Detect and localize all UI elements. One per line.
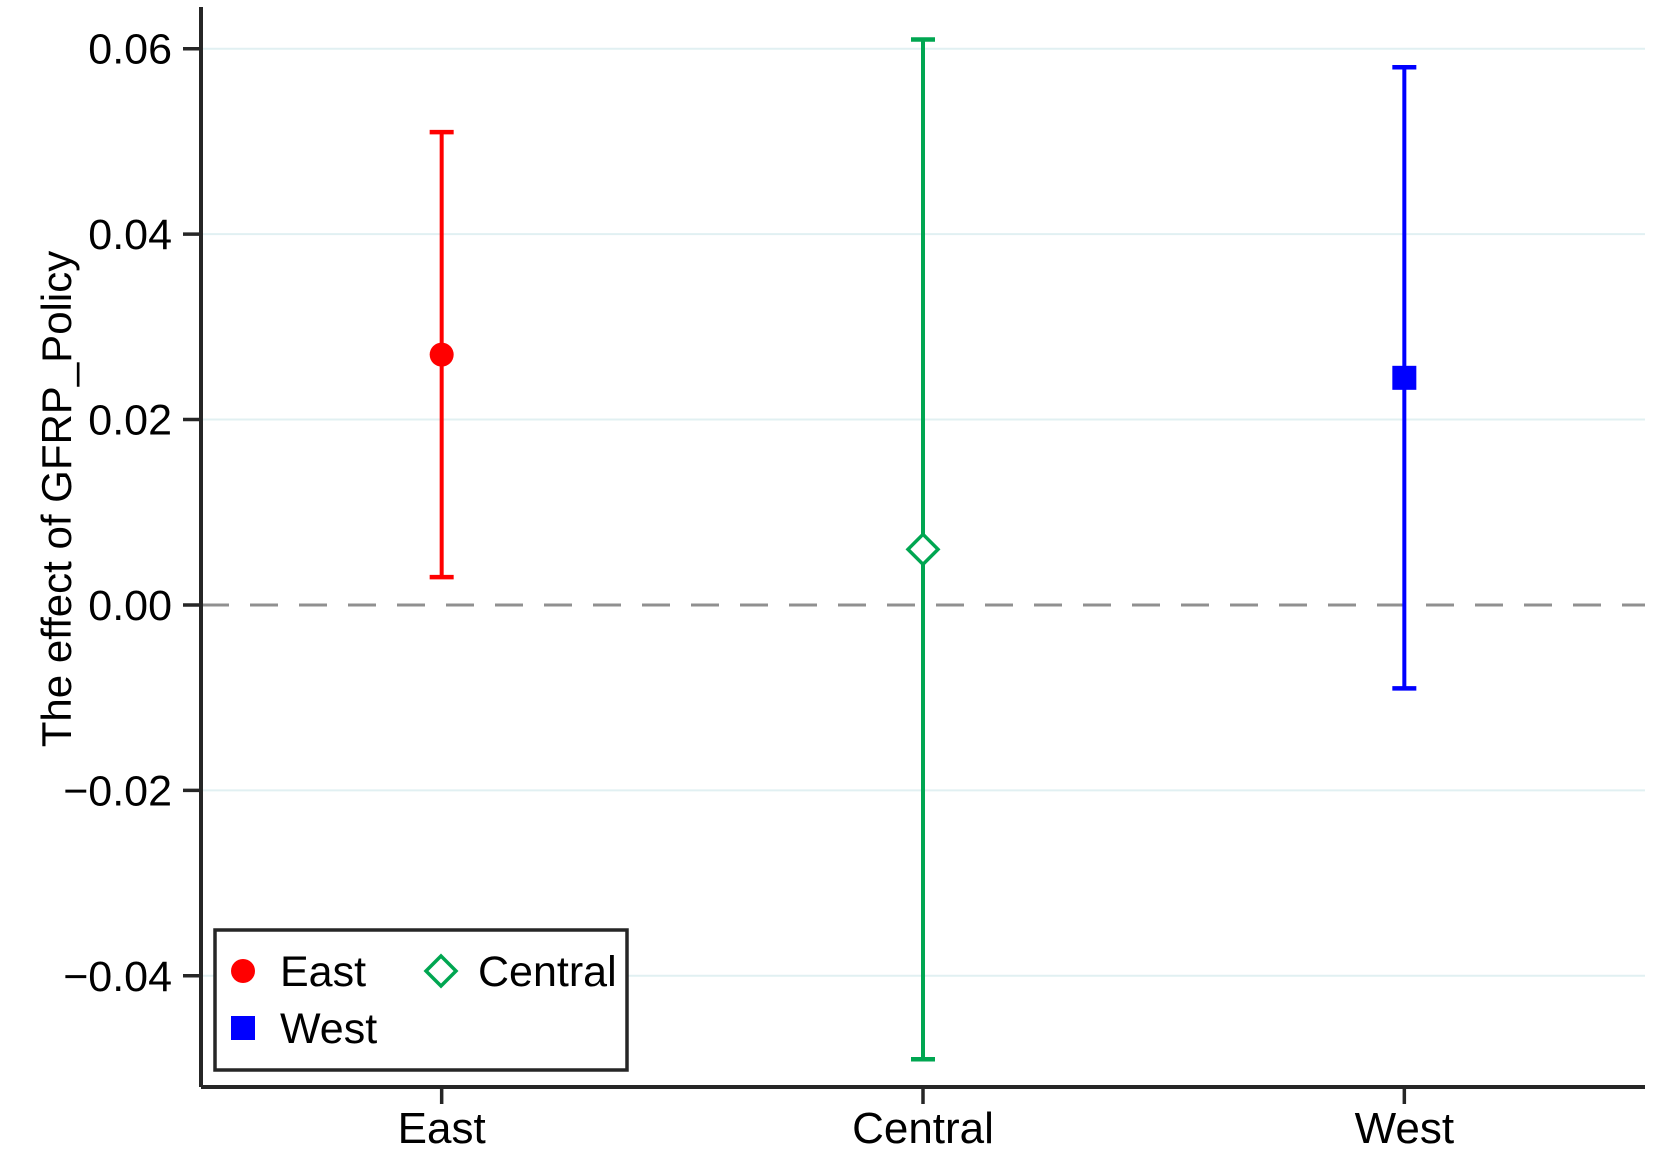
x-category-label: Central (852, 1104, 994, 1153)
legend-label-east: East (280, 948, 366, 996)
y-tick-label: 0.06 (88, 26, 172, 74)
y-tick-label: 0.00 (88, 582, 172, 630)
y-tick-label: 0.02 (88, 397, 172, 445)
point-estimate-west (1392, 365, 1417, 390)
legend-marker-central (423, 953, 459, 989)
x-category-label: East (398, 1104, 486, 1153)
legend-label-central: Central (478, 948, 617, 996)
legend-marker-west (231, 1016, 255, 1040)
y-tick-label: −0.04 (63, 953, 172, 1001)
legend-marker-east (231, 959, 255, 983)
legend-box (213, 928, 629, 1072)
point-estimate-east (429, 342, 454, 367)
y-tick-label: 0.04 (88, 211, 172, 259)
y-axis-title: The effect of GFRP_Policy (33, 250, 80, 748)
legend-label-west: West (280, 1005, 377, 1053)
y-tick-label: −0.02 (63, 767, 172, 815)
x-category-label: West (1355, 1104, 1454, 1153)
point-estimate-central (905, 531, 941, 567)
